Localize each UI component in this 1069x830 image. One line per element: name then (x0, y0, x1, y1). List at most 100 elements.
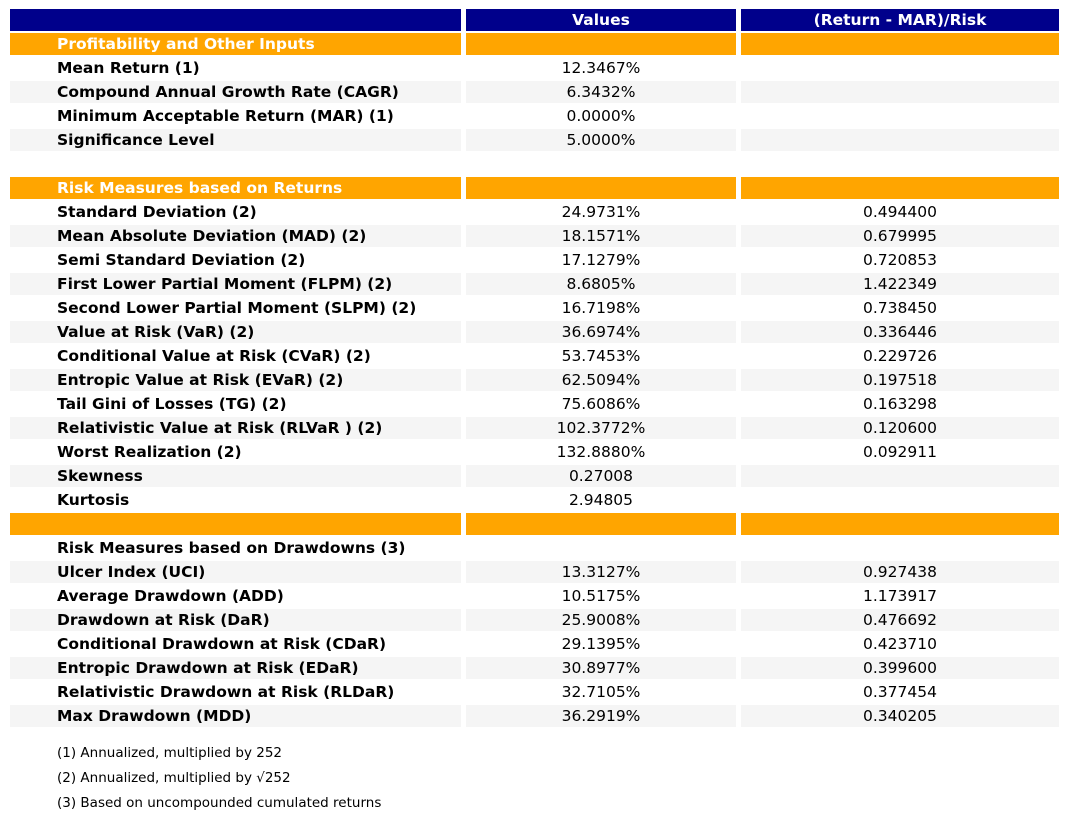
row-ratio: 0.494400 (863, 203, 937, 221)
data-row: First Lower Partial Moment (FLPM) (2) 8.6… (10, 273, 1059, 295)
row-ratio: 0.092911 (863, 443, 937, 461)
row-label: Risk Measures based on Drawdowns (3) (10, 537, 461, 559)
data-row: Ulcer Index (UCI) 13.3127% 0.927438 (10, 561, 1059, 583)
data-row: Entropic Value at Risk (EVaR) (2) 62.5094… (10, 369, 1059, 391)
row-label: Conditional Drawdown at Risk (CDaR) (57, 635, 387, 653)
row-value: 75.6086% (561, 395, 641, 413)
row-label: Compound Annual Growth Rate (CAGR) (10, 81, 461, 103)
row-ratio: 0.399600 (741, 657, 1059, 679)
row-label: Skewness (10, 465, 461, 487)
data-row: Entropic Drawdown at Risk (EDaR) 30.8977%… (10, 657, 1059, 679)
row-label: Significance Level (10, 129, 461, 151)
row-label: Semi Standard Deviation (2) (57, 251, 306, 269)
row-ratio (741, 129, 1059, 151)
row-value: 6.3432% (466, 81, 736, 103)
header-values: Values (466, 9, 736, 31)
row-value: 30.8977% (466, 657, 736, 679)
data-row: Significance Level 5.0000% (10, 129, 1059, 151)
data-row: Semi Standard Deviation (2) 17.1279% 0.720… (10, 249, 1059, 271)
row-label: Max Drawdown (MDD) (10, 705, 461, 727)
row-ratio (741, 81, 1059, 103)
row-ratio (741, 153, 1059, 175)
risk-report-figure: Values (Return - MAR)/Risk Profitability… (0, 7, 1069, 816)
row-ratio: 0.340205 (741, 705, 1059, 727)
row-value (466, 153, 736, 175)
row-value (466, 537, 736, 559)
data-row: Mean Return (1) 12.3467% (10, 57, 1059, 79)
row-label: Entropic Value at Risk (EVaR) (2) (10, 369, 461, 391)
data-row: Minimum Acceptable Return (MAR) (1) 0.000… (10, 105, 1059, 127)
row-label: Worst Realization (2) (57, 443, 242, 461)
row-ratio: 0.738450 (863, 299, 937, 317)
data-row: Conditional Drawdown at Risk (CDaR) 29.13… (10, 633, 1059, 655)
data-row: Relativistic Drawdown at Risk (RLDaR) 32.… (10, 681, 1059, 703)
row-value: 12.3467% (561, 59, 641, 77)
row-value: 17.1279% (561, 251, 641, 269)
section-row (10, 513, 1059, 535)
row-ratio: 1.173917 (863, 587, 937, 605)
row-label: Value at Risk (VaR) (2) (10, 321, 461, 343)
row-label (10, 513, 461, 535)
row-ratio: 0.163298 (863, 395, 937, 413)
row-label: Tail Gini of Losses (TG) (2) (57, 395, 287, 413)
data-row: Second Lower Partial Moment (SLPM) (2) 16… (10, 297, 1059, 319)
row-ratio (741, 489, 1059, 511)
row-value: 36.2919% (466, 705, 736, 727)
blank-row (10, 153, 1059, 175)
row-value: 18.1571% (466, 225, 736, 247)
row-label (10, 153, 461, 175)
row-label: Average Drawdown (ADD) (57, 587, 284, 605)
row-value: 102.3772% (466, 417, 736, 439)
row-value (466, 33, 736, 55)
row-ratio: 0.197518 (741, 369, 1059, 391)
row-label: First Lower Partial Moment (FLPM) (2) (10, 273, 461, 295)
row-ratio (741, 537, 1059, 559)
row-value: 29.1395% (561, 635, 641, 653)
row-value: 36.6974% (466, 321, 736, 343)
row-ratio: 0.423710 (863, 635, 937, 653)
section-row: Profitability and Other Inputs (10, 33, 1059, 55)
row-value: 8.6805% (466, 273, 736, 295)
row-ratio: 0.229726 (863, 347, 937, 365)
data-row: Drawdown at Risk (DaR) 25.9008% 0.476692 (10, 609, 1059, 631)
data-row: Value at Risk (VaR) (2) 36.6974% 0.336446 (10, 321, 1059, 343)
row-label: Relativistic Drawdown at Risk (RLDaR) (57, 683, 395, 701)
row-ratio (741, 33, 1059, 55)
row-ratio: 0.476692 (741, 609, 1059, 631)
row-label: Entropic Drawdown at Risk (EDaR) (10, 657, 461, 679)
row-ratio (741, 513, 1059, 535)
data-row: Tail Gini of Losses (TG) (2) 75.6086% 0.16… (10, 393, 1059, 415)
row-value (466, 513, 736, 535)
row-label: Mean Absolute Deviation (MAD) (2) (10, 225, 461, 247)
row-label: Second Lower Partial Moment (SLPM) (2) (57, 299, 417, 317)
row-ratio (741, 105, 1059, 127)
data-row: Conditional Value at Risk (CVaR) (2) 53.7… (10, 345, 1059, 367)
footnote-2: (2) Annualized, multiplied by √252 (57, 770, 291, 786)
row-label: Minimum Acceptable Return (MAR) (1) (57, 107, 394, 125)
row-value: 132.8880% (556, 443, 646, 461)
risk-report-table: Values (Return - MAR)/Risk Profitability… (5, 7, 1064, 729)
data-row: Worst Realization (2) 132.8880% 0.092911 (10, 441, 1059, 463)
row-ratio (741, 57, 1059, 79)
row-label: Standard Deviation (2) (57, 203, 257, 221)
section-row: Risk Measures based on Returns (10, 177, 1059, 199)
row-ratio: 1.422349 (741, 273, 1059, 295)
data-row: Mean Absolute Deviation (MAD) (2) 18.1571… (10, 225, 1059, 247)
row-value: 0.0000% (566, 107, 636, 125)
row-label: Mean Return (1) (57, 59, 200, 77)
row-value: 24.9731% (561, 203, 641, 221)
row-ratio: 0.679995 (741, 225, 1059, 247)
row-value: 53.7453% (561, 347, 641, 365)
footnote-1: (1) Annualized, multiplied by 252 (57, 745, 282, 761)
data-row: Max Drawdown (MDD) 36.2919% 0.340205 (10, 705, 1059, 727)
row-value: 25.9008% (466, 609, 736, 631)
footnotes: (1) Annualized, multiplied by 252 (2) Ann… (57, 741, 1069, 816)
data-row: Kurtosis 2.94805 (10, 489, 1059, 511)
row-label: Risk Measures based on Returns (10, 177, 461, 199)
row-ratio: 0.336446 (741, 321, 1059, 343)
row-label: Ulcer Index (UCI) (10, 561, 461, 583)
row-ratio: 0.377454 (863, 683, 937, 701)
row-value: 32.7105% (561, 683, 641, 701)
row-label: Conditional Value at Risk (CVaR) (2) (57, 347, 371, 365)
data-row: Average Drawdown (ADD) 10.5175% 1.173917 (10, 585, 1059, 607)
